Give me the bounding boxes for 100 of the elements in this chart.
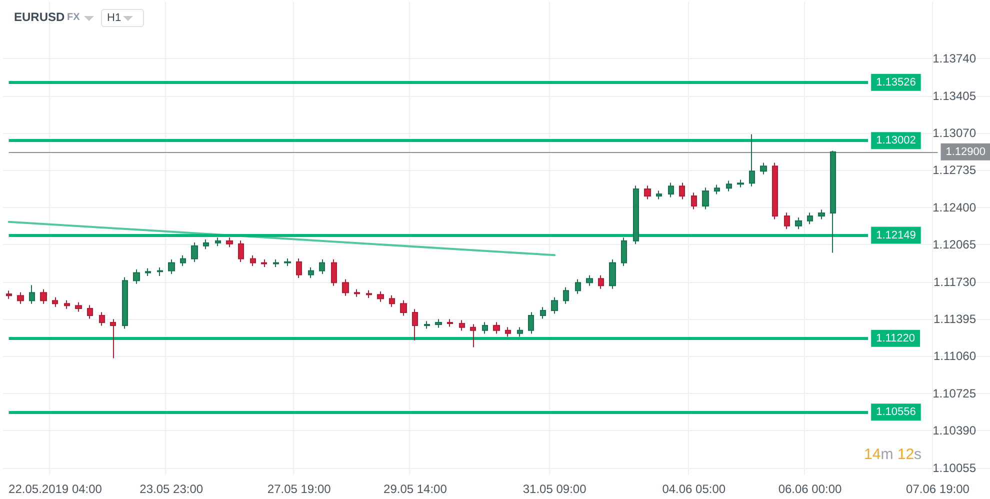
candlestick: [29, 284, 35, 304]
x-tick-label: 06.06 00:00: [778, 482, 842, 496]
y-tick-label: 1.13405: [932, 88, 976, 103]
y-tick-label: 1.11395: [934, 312, 976, 326]
candlestick: [75, 302, 82, 312]
candlestick: [238, 240, 244, 263]
x-tick-label: 27.05 19:00: [267, 482, 332, 496]
candlestick: [633, 185, 639, 245]
candlestick: [807, 212, 813, 225]
candlestick: [621, 237, 627, 267]
candlestick: [296, 258, 302, 279]
candlestick: [598, 274, 604, 290]
candlestick: [52, 296, 58, 308]
ref-line-label: 1.13002: [876, 134, 916, 147]
candlestick: [389, 294, 395, 308]
y-tick-label: 1.12735: [932, 163, 976, 178]
candlestick: [714, 184, 720, 195]
candlestick: [40, 288, 47, 304]
candlestick: [168, 258, 175, 275]
candlestick: [679, 182, 685, 200]
candlestick: [215, 237, 221, 247]
candlestick: [17, 292, 24, 304]
candlestick: [459, 320, 465, 332]
x-tick-label: 04.06 05:00: [662, 482, 726, 496]
candlestick: [435, 318, 442, 328]
y-tick-label: 1.10055: [932, 460, 976, 475]
candlestick: [424, 320, 430, 330]
candlestick: [818, 209, 825, 220]
y-tick-label: 1.11730: [934, 274, 976, 289]
candlestick: [517, 326, 523, 338]
candlestick: [656, 190, 662, 200]
candlestick: [319, 258, 325, 275]
y-tick-label: 1.13740: [932, 52, 976, 66]
ref-line-label: 1.12149: [876, 229, 916, 242]
x-tick-label: 31.05 09:00: [522, 482, 587, 496]
candlestick: [447, 318, 453, 328]
candlestick: [528, 312, 534, 334]
candlestick: [505, 326, 511, 338]
candlestick: [250, 254, 256, 267]
candlestick: [122, 276, 128, 330]
ref-line-label: 1.13526: [876, 76, 916, 88]
candlestick: [366, 290, 372, 299]
ref-line-label: 1.10556: [876, 406, 916, 418]
candlestick: [145, 268, 151, 277]
candlestick: [470, 324, 476, 348]
y-tick-label: 1.12400: [932, 200, 976, 214]
x-tick-label: 07.06 19:00: [906, 482, 970, 496]
candlestick: [772, 162, 778, 220]
candlestick: [737, 179, 744, 188]
candlestick: [180, 254, 186, 267]
y-tick-label: 1.13070: [932, 126, 976, 140]
annotation: FX: [67, 12, 80, 23]
candlestick: [191, 242, 198, 263]
candlestick: [354, 288, 360, 298]
annotation: 14m 12s: [864, 446, 922, 463]
x-tick-label: 23.05 23:00: [140, 482, 204, 496]
y-tick-label: 1.10725: [932, 386, 976, 400]
candlestick: [760, 162, 767, 175]
candlestick: [412, 308, 418, 341]
candlestick: [87, 304, 93, 320]
candlestick: [726, 180, 732, 192]
candlestick: [609, 258, 616, 290]
candlestick: [99, 312, 105, 326]
y-tick-label: 1.12065: [932, 238, 976, 252]
candlestick: [342, 278, 349, 296]
candlestick: [133, 268, 140, 284]
candlestick: [377, 290, 384, 302]
candlestick: [795, 217, 802, 230]
y-tick-label: 1.10390: [932, 424, 976, 438]
candlestick: [6, 290, 12, 300]
candlestick: [563, 286, 569, 304]
text: EURUSD: [14, 10, 65, 24]
candlestick: [331, 258, 337, 286]
candlestick: [575, 278, 581, 294]
candlestick: [284, 258, 291, 267]
x-tick-label: 29.05 14:00: [384, 482, 448, 496]
candlestick: [691, 192, 697, 210]
annotation: H1: [101, 9, 144, 27]
candlestick: [702, 187, 709, 210]
candlestick: [308, 266, 314, 279]
candlestick: [226, 237, 233, 248]
candlestick: [668, 182, 674, 198]
candlestick: [830, 150, 836, 254]
candlestick: [644, 185, 651, 200]
candlestick: [586, 274, 593, 286]
candlestick: [749, 134, 755, 187]
candlestick: [493, 322, 500, 334]
candlestick: [551, 296, 558, 314]
candlestick: [784, 212, 790, 230]
candlestick: [540, 306, 546, 320]
x-tick-label: 22.05.2019 04:00: [8, 482, 102, 496]
y-tick-label: 1.11060: [934, 349, 976, 364]
candlestick: [400, 300, 407, 316]
candlestick: [273, 258, 279, 268]
candlestick: [157, 266, 163, 277]
candlestick: [64, 300, 70, 310]
candlestick: [203, 239, 209, 250]
ref-line-label: 1.11220: [876, 332, 916, 344]
candlestick: [482, 322, 488, 334]
candlestick: [261, 258, 267, 268]
